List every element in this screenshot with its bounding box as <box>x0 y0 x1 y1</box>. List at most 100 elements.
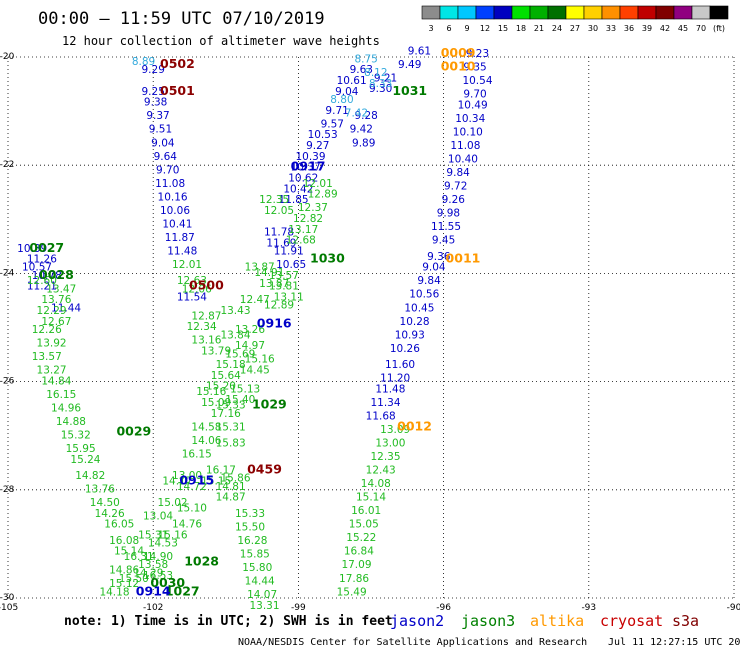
swh-value: 9.64 <box>154 151 178 163</box>
swh-value: 15.50 <box>119 573 149 585</box>
pass-label: 0010 <box>441 59 476 74</box>
x-tick-label: -102 <box>143 603 163 613</box>
legend-item: jason3 <box>461 612 515 630</box>
pass-label: 1029 <box>252 397 287 412</box>
swh-value: 12.35 <box>259 194 289 206</box>
swh-value: 14.82 <box>75 470 105 482</box>
swh-value: 10.65 <box>276 259 306 271</box>
swh-value: 15.09 <box>201 397 231 409</box>
swh-value: 13.87 <box>245 262 275 274</box>
swh-value: 8.75 <box>354 53 377 65</box>
swh-value: 13.79 <box>201 346 231 358</box>
colorbar-swatch <box>439 5 459 20</box>
swh-value: 13.00 <box>375 438 405 450</box>
swh-value: 9.04 <box>335 86 359 98</box>
data-points: 9.299.259.389.379.519.049.649.7011.0810.… <box>17 45 493 612</box>
x-tick-label: -90 <box>727 603 740 613</box>
swh-value: 9.84 <box>446 167 470 179</box>
swh-value: 15.16 <box>196 386 226 398</box>
pass-label: 1028 <box>184 554 219 569</box>
swh-value: 14.29 <box>133 567 163 579</box>
swh-value: 9.28 <box>354 110 377 122</box>
swh-value: 9.45 <box>432 235 455 247</box>
swh-value: 16.17 <box>206 465 236 477</box>
swh-value: 14.81 <box>216 481 246 493</box>
swh-value: 11.08 <box>155 178 185 190</box>
y-tick-label: -24 <box>0 268 15 278</box>
swh-value: 14.88 <box>56 416 86 428</box>
swh-value: 10.39 <box>295 151 325 163</box>
colorbar-label: 42 <box>660 24 670 33</box>
colorbar-label: 15 <box>498 24 508 33</box>
swh-value: 17.16 <box>211 408 241 420</box>
swh-value: 12.06 <box>182 283 212 295</box>
swh-value: 13.58 <box>138 559 168 571</box>
swh-value: 16.05 <box>104 519 134 531</box>
colorbar-swatch <box>547 5 567 20</box>
swh-value: 10.45 <box>404 302 434 314</box>
colorbar-label: 36 <box>624 24 634 33</box>
swh-value: 9.25 <box>142 86 165 98</box>
swh-value: 9.98 <box>437 208 460 220</box>
swh-value: 10.28 <box>400 316 430 328</box>
swh-value: 13.04 <box>143 511 173 523</box>
swh-value: 10.54 <box>462 75 492 87</box>
pass-label: 0501 <box>160 83 195 98</box>
swh-value: 12.68 <box>286 235 316 247</box>
swh-value: 9.51 <box>149 124 172 136</box>
colorbar-swatch <box>529 5 549 20</box>
swh-value: 10.62 <box>288 172 318 184</box>
swh-value: 10.10 <box>453 126 483 138</box>
swh-value: 12.01 <box>303 178 333 190</box>
swh-value: 16.01 <box>351 505 381 517</box>
pass-label: 0011 <box>446 251 481 266</box>
swh-value: 9.61 <box>408 45 431 57</box>
swh-value: 9.35 <box>463 62 486 74</box>
swh-value: 13.43 <box>220 305 250 317</box>
swh-value: 14.07 <box>247 589 277 601</box>
swh-value: 15.05 <box>349 519 379 531</box>
swh-value: 9.38 <box>144 97 167 109</box>
swh-value: 12.89 <box>264 300 294 312</box>
swh-value: 15.95 <box>66 443 96 455</box>
colorbar-swatch <box>709 5 729 20</box>
swh-value: 9.30 <box>369 83 392 95</box>
colorbar-label: 70 <box>696 24 706 33</box>
colorbar-swatch <box>493 5 513 20</box>
swh-value: 9.70 <box>463 89 486 101</box>
swh-value: 13.81 <box>269 281 299 293</box>
swh-value: 11.55 <box>431 221 461 233</box>
colorbar-swatch <box>583 5 603 20</box>
swh-value: 17.86 <box>339 573 369 585</box>
chart-title: 00:00 – 11:59 UTC 07/10/2019 <box>38 9 325 29</box>
swh-value: 9.36 <box>427 251 451 263</box>
swh-value: 15.20 <box>206 381 236 393</box>
swh-value: 11.54 <box>177 291 207 303</box>
swh-value: 13.17 <box>288 224 318 236</box>
legend-item: jason2 <box>390 612 444 630</box>
swh-value: 11.20 <box>380 373 410 385</box>
swh-value: 15.12 <box>109 578 139 590</box>
swh-value: 13.31 <box>249 600 279 612</box>
swh-value: 14.76 <box>172 519 202 531</box>
pass-label: 1030 <box>310 251 345 266</box>
swh-value: 10.06 <box>160 205 190 217</box>
pass-label: 1031 <box>392 83 427 98</box>
swh-value: 16.84 <box>344 546 374 558</box>
colorbar-swatch <box>673 5 693 20</box>
swh-value: 13.92 <box>37 337 67 349</box>
swh-value: 12.29 <box>37 305 67 317</box>
swh-value: 10.16 <box>158 191 188 203</box>
swh-value: 9.29 <box>142 64 165 76</box>
swh-value: 7.42 <box>345 108 368 120</box>
swh-value: 12.63 <box>177 275 207 287</box>
pass-label: 0030 <box>150 575 185 590</box>
colorbar-swatch <box>655 5 675 20</box>
swh-value: 10.41 <box>162 218 192 230</box>
swh-value: 11.69 <box>266 237 296 249</box>
pass-label: 0459 <box>247 462 282 477</box>
swh-value: 15.24 <box>70 454 100 466</box>
chart-subtitle: 12 hour collection of altimeter wave hei… <box>62 34 380 48</box>
swh-value: 10.61 <box>337 75 367 87</box>
